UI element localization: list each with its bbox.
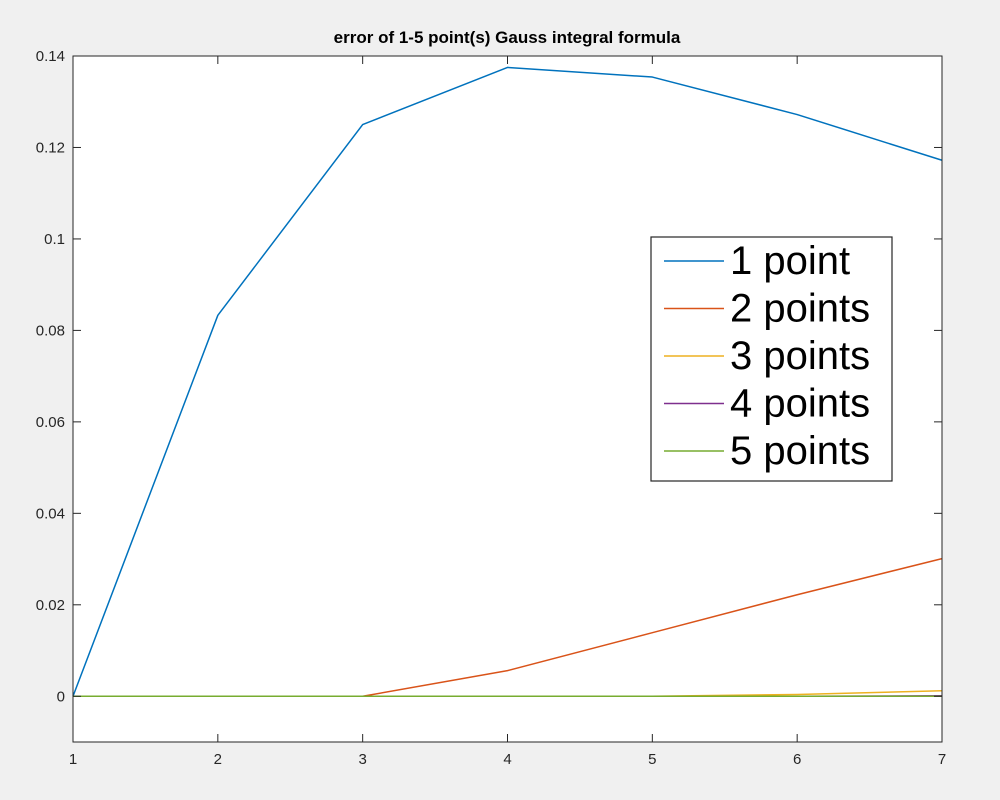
x-tick-label: 3 (358, 751, 366, 768)
y-tick-label: 0.14 (36, 48, 65, 65)
chart-title: error of 1-5 point(s) Gauss integral for… (334, 28, 681, 47)
y-tick-label: 0.06 (36, 414, 65, 431)
x-tick-label: 2 (214, 751, 222, 768)
x-tick-label: 5 (648, 751, 656, 768)
legend-label-1: 1 point (730, 239, 850, 283)
x-tick-label: 7 (938, 751, 946, 768)
legend-label-4: 4 points (730, 382, 870, 426)
x-tick-label: 4 (503, 751, 511, 768)
y-tick-label: 0 (57, 688, 65, 705)
y-tick-label: 0.02 (36, 597, 65, 614)
legend-label-5: 5 points (730, 429, 870, 473)
y-tick-label: 0.08 (36, 322, 65, 339)
legend-label-3: 3 points (730, 334, 870, 378)
series-layer (72, 66, 943, 698)
x-tick-label: 1 (69, 751, 77, 768)
legend-label-2: 2 points (730, 287, 870, 331)
y-tick-label: 0.1 (44, 231, 65, 248)
x-tick-label: 6 (793, 751, 801, 768)
y-tick-label: 0.12 (36, 139, 65, 156)
y-tick-label: 0.04 (36, 505, 65, 522)
legend-box (650, 236, 893, 482)
axes-layer: 1 2 3 4 5 6 7 0 0.02 0.04 0.06 0.08 0.1 0.12 0.14 (36, 48, 946, 768)
series-line-1 (72, 66, 943, 697)
